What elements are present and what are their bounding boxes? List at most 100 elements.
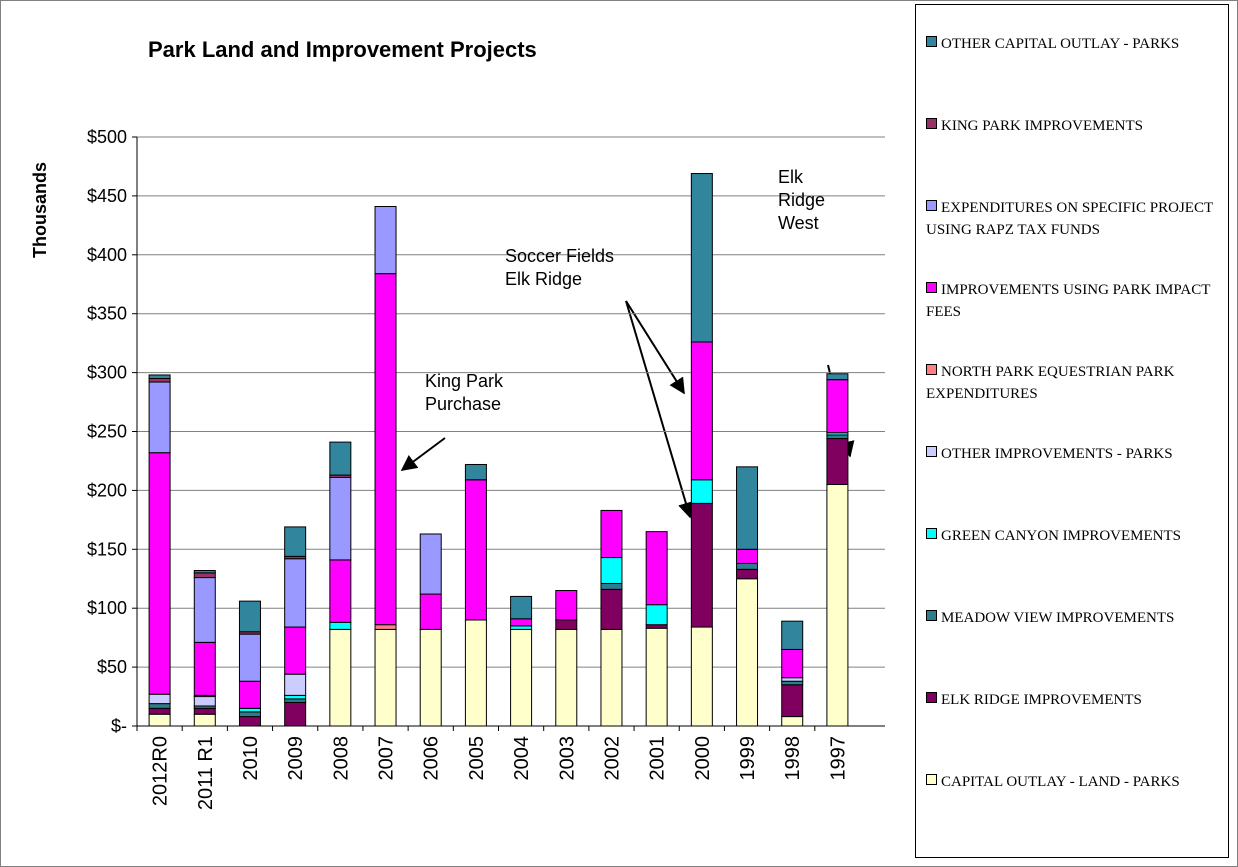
legend-entry: MEADOW VIEW IMPROVEMENTS xyxy=(926,607,1216,629)
y-tick-label: $200 xyxy=(87,480,127,500)
y-tick-label: $100 xyxy=(87,598,127,618)
legend-swatch xyxy=(926,118,937,129)
bar-segment xyxy=(464,463,487,481)
bar-segment xyxy=(781,648,804,679)
y-tick-label: $400 xyxy=(87,245,127,265)
bar-segment xyxy=(238,711,261,718)
bar-segment xyxy=(284,626,307,675)
x-tick-label: 2006 xyxy=(421,736,443,781)
bar-segment xyxy=(464,619,487,727)
bar-segment xyxy=(238,707,261,713)
legend-entry: IMPROVEMENTS USING PARK IMPACT FEES xyxy=(926,279,1216,323)
x-tick-label: 2001 xyxy=(647,736,669,781)
legend: OTHER CAPITAL OUTLAY - PARKS KING PARK IM… xyxy=(915,4,1229,858)
bar-segment xyxy=(510,625,533,630)
bar-segment xyxy=(193,641,216,696)
bar-segment xyxy=(193,713,216,727)
bar-segment xyxy=(193,572,216,579)
x-tick-label: 2010 xyxy=(240,736,262,781)
bar-segment xyxy=(690,502,713,628)
y-axis-label: Thousands xyxy=(30,162,50,258)
annotation: Purchase xyxy=(425,394,501,414)
bar-segment xyxy=(374,206,397,275)
annotation: West xyxy=(778,213,819,233)
legend-label: MEADOW VIEW IMPROVEMENTS xyxy=(941,610,1175,626)
legend-swatch xyxy=(926,36,937,47)
legend-entry: GREEN CANYON IMPROVEMENTS xyxy=(926,525,1216,547)
bar-segment xyxy=(193,577,216,643)
bar-segment xyxy=(284,698,307,703)
y-tick-label: $150 xyxy=(87,539,127,559)
bar-segment xyxy=(419,628,442,727)
y-tick-label: $250 xyxy=(87,422,127,442)
bar-segment xyxy=(284,558,307,628)
bar-segment xyxy=(645,624,668,629)
y-tick-label: $500 xyxy=(87,127,127,147)
legend-swatch xyxy=(926,446,937,457)
bar-segment xyxy=(600,588,623,630)
bar-segment xyxy=(148,377,171,383)
bar-segment xyxy=(826,438,849,486)
legend-label: GREEN CANYON IMPROVEMENTS xyxy=(941,528,1182,544)
bar-segment xyxy=(781,716,804,727)
legend-label: EXPENDITURES ON SPECIFIC PROJECT USING R… xyxy=(926,200,1213,238)
annotation: Elk Ridge xyxy=(505,269,582,289)
annotation: Ridge xyxy=(778,190,825,210)
y-tick-label: $300 xyxy=(87,363,127,383)
bar-segment xyxy=(148,374,171,379)
bar-segment xyxy=(284,701,307,727)
bar-segment xyxy=(736,548,759,564)
x-tick-label: 2002 xyxy=(601,736,623,781)
legend-swatch xyxy=(926,364,937,375)
bar-segment xyxy=(555,590,578,621)
x-tick-label: 2007 xyxy=(376,736,398,781)
bar-segment xyxy=(690,479,713,504)
bar-segment xyxy=(510,618,533,627)
bar-segment xyxy=(148,381,171,454)
bar-segment xyxy=(690,173,713,343)
annotation-arrow xyxy=(400,437,446,471)
bar-segment xyxy=(555,628,578,727)
legend-entry: OTHER IMPROVEMENTS - PARKS xyxy=(926,443,1216,465)
annotation: Soccer Fields xyxy=(505,246,614,266)
bar-segment xyxy=(690,341,713,481)
x-tick-label: 2000 xyxy=(692,736,714,781)
bar-segment xyxy=(374,628,397,727)
bar-segment xyxy=(193,707,216,715)
bar-segment xyxy=(419,533,442,595)
legend-label: ELK RIDGE IMPROVEMENTS xyxy=(941,692,1142,708)
bar-segment xyxy=(510,628,533,727)
bar-segment xyxy=(645,604,668,626)
legend-swatch xyxy=(926,200,937,211)
bar-segment xyxy=(600,582,623,590)
bar-segment xyxy=(148,693,171,705)
annotation-arrow xyxy=(625,300,694,519)
x-tick-label: 1997 xyxy=(827,736,849,781)
bar-segment xyxy=(284,673,307,696)
legend-label: IMPROVEMENTS USING PARK IMPACT FEES xyxy=(926,282,1211,320)
legend-entry: CAPITAL OUTLAY - LAND - PARKS xyxy=(926,771,1216,793)
bar-segment xyxy=(238,680,261,709)
legend-label: KING PARK IMPROVEMENTS xyxy=(941,118,1143,134)
bar-segment xyxy=(826,484,849,727)
bar-segment xyxy=(374,624,397,630)
legend-label: OTHER CAPITAL OUTLAY - PARKS xyxy=(941,36,1180,52)
bar-segment xyxy=(600,557,623,584)
bar-segment xyxy=(238,716,261,727)
bar-segment xyxy=(781,684,804,718)
legend-entry: EXPENDITURES ON SPECIFIC PROJECT USING R… xyxy=(926,197,1216,241)
legend-swatch xyxy=(926,774,937,785)
legend-label: OTHER IMPROVEMENTS - PARKS xyxy=(941,446,1173,462)
bar-segment xyxy=(826,379,849,434)
y-tick-label: $450 xyxy=(87,186,127,206)
legend-label: NORTH PARK EQUESTRIAN PARK EXPENDITURES xyxy=(926,364,1175,402)
legend-entry: KING PARK IMPROVEMENTS xyxy=(926,115,1216,137)
bar-segment xyxy=(148,713,171,727)
bar-segment xyxy=(600,509,623,559)
x-tick-label: 2012R0 xyxy=(150,736,172,806)
legend-entry: ELK RIDGE IMPROVEMENTS xyxy=(926,689,1216,711)
chart: Park Land and Improvement Projects Thous… xyxy=(30,37,885,810)
bar-segment xyxy=(329,621,352,630)
bar-segment xyxy=(374,273,397,626)
y-tick-label: $50 xyxy=(97,657,127,677)
